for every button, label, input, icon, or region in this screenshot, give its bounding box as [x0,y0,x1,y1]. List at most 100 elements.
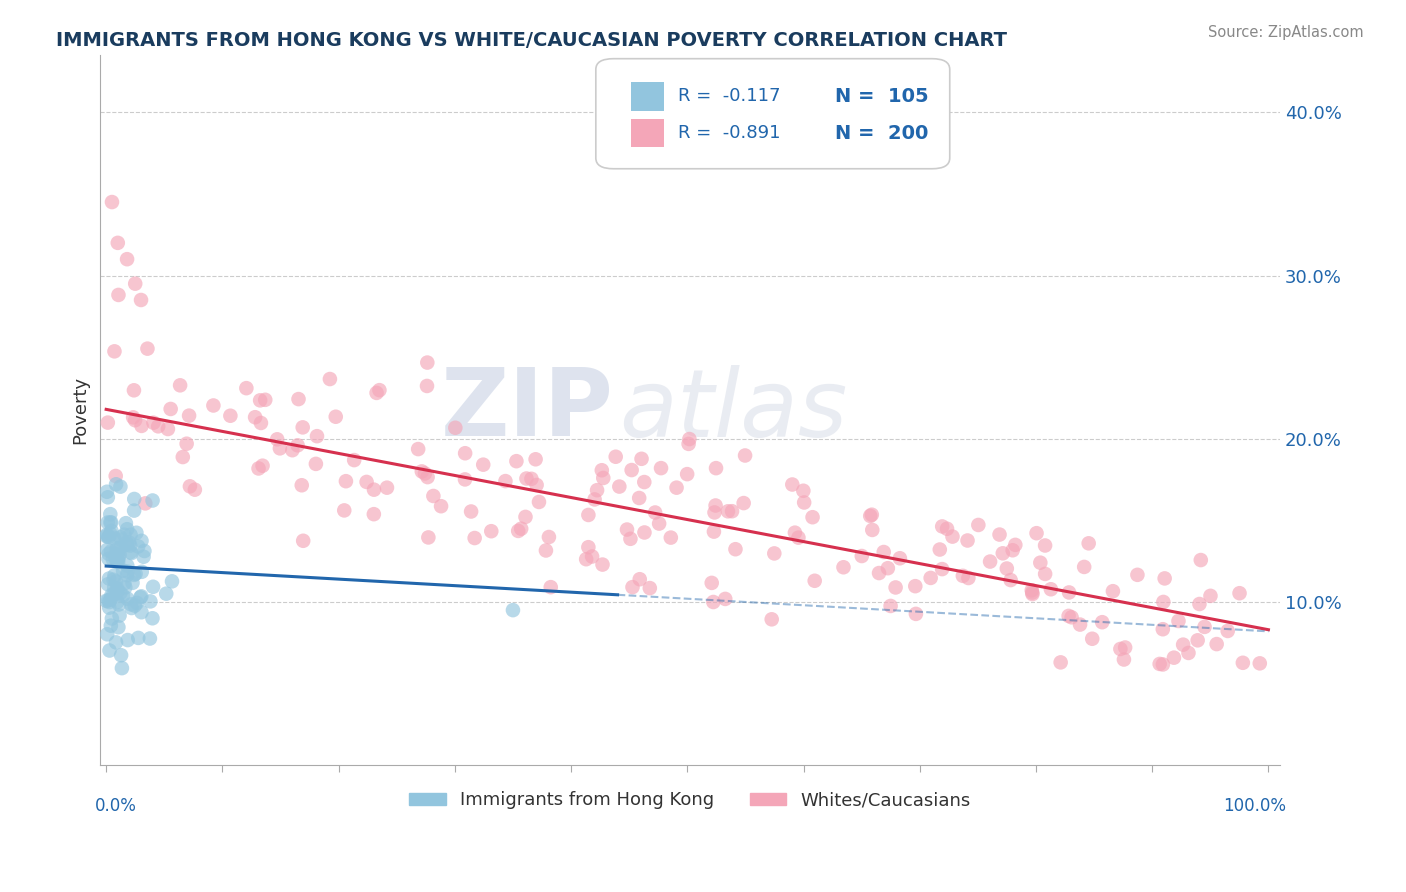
Point [98,600,121,615]
Point [700,575,723,590]
Point [287,438,309,452]
Point [115,536,138,550]
Point [967,518,990,533]
Point [1000,573,1022,587]
Point [110,541,132,555]
Point [108,608,131,623]
Point [884,581,907,595]
Point [131,533,153,548]
Point [125,525,148,540]
Point [148,419,170,434]
Point [363,483,385,497]
Point [366,385,388,400]
Point [1152,657,1174,672]
Point [524,452,547,467]
Point [96,542,118,557]
Point [1001,543,1024,558]
Point [638,581,661,595]
Point [991,546,1014,560]
Point [122,567,145,582]
Point [114,581,136,595]
Point [665,481,688,495]
Point [460,504,482,518]
Point [107,555,129,569]
Point [127,631,149,645]
Point [411,464,433,478]
Point [1029,556,1052,570]
Point [592,471,614,485]
Point [1153,571,1175,585]
Point [1109,642,1132,657]
Point [111,589,134,603]
Point [104,469,127,483]
Point [416,379,439,393]
Point [1189,553,1212,567]
Point [281,443,304,458]
Point [454,446,477,460]
Point [305,457,328,471]
Point [266,433,288,447]
Point [103,344,125,359]
Point [112,564,135,578]
Point [1021,587,1043,601]
Text: R =  -0.891: R = -0.891 [679,124,780,142]
Point [120,539,142,553]
Point [169,378,191,392]
Point [607,479,630,493]
Point [122,491,145,506]
Point [430,499,453,513]
Point [176,436,198,450]
Point [250,416,273,430]
Point [184,483,207,497]
Text: 100.0%: 100.0% [1223,797,1286,815]
Point [1025,526,1047,541]
Point [105,477,128,491]
Point [1199,589,1222,603]
Point [111,661,134,675]
Point [107,235,129,250]
Point [714,591,737,606]
Point [1091,615,1114,630]
Point [1069,617,1091,632]
Point [96,529,118,543]
Point [787,531,810,545]
Point [472,458,495,472]
Point [249,393,271,408]
Point [97,516,120,530]
Point [1194,620,1216,634]
Point [1021,583,1043,598]
Point [605,450,627,464]
Point [104,552,127,566]
Point [413,467,436,481]
Point [122,384,145,398]
Point [269,442,291,456]
Point [591,463,613,477]
Point [142,580,165,594]
Point [305,429,328,443]
Point [537,530,560,544]
Point [952,569,974,583]
Point [243,410,266,425]
Point [515,471,537,485]
Point [160,574,183,589]
Point [583,492,606,507]
Point [129,591,152,605]
Point [704,461,727,475]
Text: IMMIGRANTS FROM HONG KONG VS WHITE/CAUCASIAN POVERTY CORRELATION CHART: IMMIGRANTS FROM HONG KONG VS WHITE/CAUCA… [56,31,1007,50]
Point [375,481,398,495]
Point [479,524,502,539]
Point [1077,536,1099,550]
Point [112,527,135,541]
Point [105,553,128,567]
Point [860,508,883,522]
Point [356,475,378,489]
Point [703,524,725,539]
Point [920,571,942,585]
Point [793,495,815,509]
Point [422,489,444,503]
Point [177,409,200,423]
Point [120,545,142,559]
Point [122,503,145,517]
Point [124,599,146,613]
Point [510,522,533,536]
